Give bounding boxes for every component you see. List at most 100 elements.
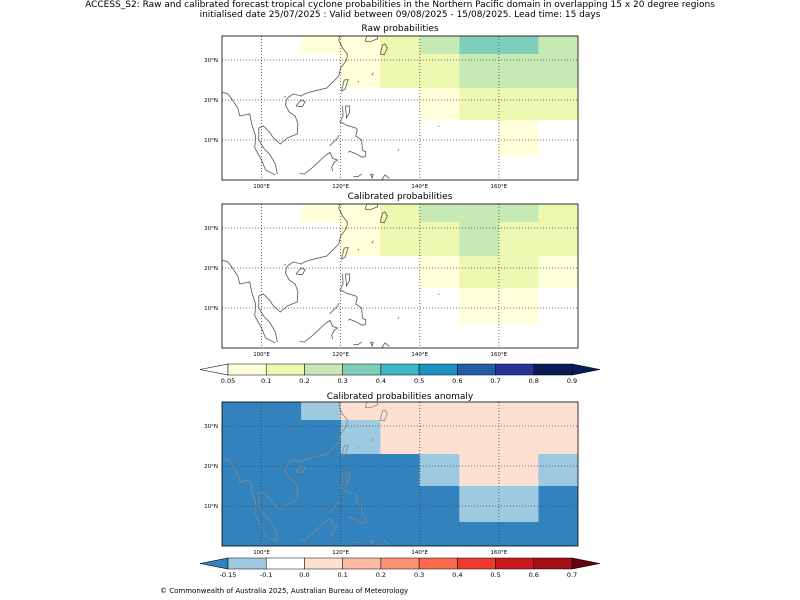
coastline bbox=[299, 517, 339, 541]
panel-title-anomaly: Calibrated probabilities anomaly bbox=[326, 392, 474, 402]
coastline bbox=[283, 264, 286, 266]
probability-cell bbox=[459, 420, 499, 454]
colorbar-tick-label: 0.3 bbox=[337, 377, 347, 385]
colorbar-anomaly: -0.15 -0.1 0.0 0.1 0.2 0.3 0.4 0.5 0.6 0.7 bbox=[199, 557, 601, 579]
coastline bbox=[329, 135, 340, 147]
coastline bbox=[397, 149, 400, 151]
probability-cell bbox=[419, 36, 460, 54]
probability-cell bbox=[538, 256, 578, 288]
colorbar-tick-label: 0.6 bbox=[452, 377, 462, 385]
colorbar-tick-label: -0.15 bbox=[220, 571, 237, 579]
coastline bbox=[379, 43, 388, 56]
probability-cell bbox=[380, 222, 460, 256]
colorbar-over-extension bbox=[571, 557, 601, 570]
coastline bbox=[371, 240, 374, 244]
colorbar-segment bbox=[342, 557, 382, 570]
colorbar-tick-label: 0.4 bbox=[376, 377, 386, 385]
y-tick-label: 10°N bbox=[204, 504, 218, 510]
probability-cell bbox=[538, 204, 578, 222]
coastline bbox=[329, 303, 340, 315]
probability-cell bbox=[538, 454, 578, 486]
map-frame bbox=[221, 203, 579, 349]
probability-cell bbox=[459, 54, 578, 88]
colorbar-tick-label: 0.7 bbox=[567, 571, 577, 579]
figure-title-line1: ACCESS_S2: Raw and calibrated forecast t… bbox=[85, 0, 715, 10]
x-tick-label: 160°E bbox=[491, 184, 508, 190]
coastline bbox=[221, 91, 276, 176]
x-tick-label: 120°E bbox=[332, 550, 349, 556]
coastline bbox=[341, 79, 349, 92]
coastline bbox=[357, 446, 360, 449]
coastline bbox=[299, 151, 339, 175]
probability-cell bbox=[419, 54, 460, 88]
map-frame bbox=[221, 401, 579, 547]
colorbar-segment bbox=[495, 363, 535, 376]
y-tick-label: 10°N bbox=[204, 306, 218, 312]
probability-cell bbox=[419, 454, 460, 486]
coastline bbox=[339, 105, 367, 158]
panel-title-raw: Raw probabilities bbox=[361, 24, 439, 34]
map-frame bbox=[221, 35, 579, 181]
colorbar-segment bbox=[265, 363, 305, 376]
colorbar-tick-label: 0.0 bbox=[299, 571, 309, 579]
colorbar-tick-label: 0.3 bbox=[414, 571, 424, 579]
map-panel-1: 100°E 120°E 140°E 160°E 10°N 20°N 30°N bbox=[204, 203, 579, 358]
colorbar-tick-label: 0.1 bbox=[261, 377, 271, 385]
coastline bbox=[381, 342, 390, 349]
coastline bbox=[295, 99, 306, 108]
y-tick-label: 10°N bbox=[204, 138, 218, 144]
panel-title-calibrated: Calibrated probabilities bbox=[347, 192, 453, 202]
probability-cell bbox=[459, 36, 499, 54]
probability-cell bbox=[538, 36, 578, 54]
colorbar-tick-label: 0.7 bbox=[490, 377, 500, 385]
coastline bbox=[381, 540, 390, 547]
colorbar-under-extension bbox=[199, 557, 229, 570]
coastline bbox=[341, 247, 349, 260]
x-tick-label: 120°E bbox=[332, 352, 349, 358]
coastline bbox=[339, 273, 367, 326]
coastline bbox=[397, 515, 400, 517]
colorbar-probability: 0.05 0.1 0.2 0.3 0.4 0.5 0.6 0.7 0.8 0.9 bbox=[199, 363, 601, 385]
coastline bbox=[369, 173, 374, 180]
colorbar-segment bbox=[342, 363, 382, 376]
probability-cell bbox=[538, 402, 578, 420]
coastline bbox=[357, 80, 360, 83]
coastline bbox=[341, 445, 349, 458]
coastline bbox=[353, 173, 362, 178]
probability-cell bbox=[498, 36, 539, 54]
probability-cell bbox=[301, 204, 341, 222]
coastline bbox=[369, 539, 374, 546]
coastline bbox=[364, 35, 379, 43]
coastline bbox=[258, 203, 348, 343]
map-panel-0: 100°E 120°E 140°E 160°E 10°N 20°N 30°N bbox=[204, 35, 579, 190]
probability-cell bbox=[380, 204, 420, 222]
probability-cell bbox=[419, 204, 460, 222]
coastline bbox=[295, 267, 306, 276]
colorbar-tick-label: 0.6 bbox=[529, 571, 539, 579]
colorbar-tick-label: 0.5 bbox=[490, 571, 500, 579]
x-tick-label: 100°E bbox=[253, 184, 270, 190]
colorbar-segment bbox=[227, 557, 267, 570]
coastline bbox=[345, 471, 351, 486]
probability-cell bbox=[498, 222, 578, 256]
x-tick-label: 160°E bbox=[491, 352, 508, 358]
coastline bbox=[339, 471, 367, 524]
coastline bbox=[364, 401, 379, 409]
coastline bbox=[371, 72, 374, 76]
probability-cell bbox=[380, 36, 420, 54]
y-tick-label: 20°N bbox=[204, 98, 218, 104]
probability-cell bbox=[301, 402, 341, 420]
colorbar-tick-label: 0.1 bbox=[337, 571, 347, 579]
figure-title-line2: initialised date 25/07/2025 : Valid betw… bbox=[199, 10, 601, 20]
colorbar-segment bbox=[304, 363, 343, 376]
x-tick-label: 140°E bbox=[411, 184, 428, 190]
coastline bbox=[221, 457, 276, 542]
colorbar-segment bbox=[304, 557, 343, 570]
coastline bbox=[438, 125, 440, 128]
coastline bbox=[369, 341, 374, 348]
coastline bbox=[438, 491, 440, 494]
coastline bbox=[397, 317, 400, 319]
coastline bbox=[258, 401, 348, 541]
probability-cell bbox=[419, 88, 460, 120]
